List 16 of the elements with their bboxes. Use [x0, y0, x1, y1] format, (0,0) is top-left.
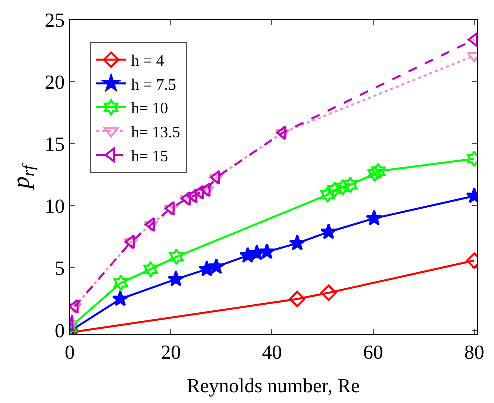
legend-label: h = 4	[131, 53, 164, 70]
y-tick-label: 20	[45, 72, 65, 94]
legend-label: h= 13.5	[131, 124, 180, 142]
x-tick-label: 20	[161, 342, 182, 364]
legend-label: h= 10	[131, 100, 168, 118]
legend-label: h= 15	[131, 148, 168, 166]
y-tick-label: 0	[55, 320, 65, 342]
y-tick-label: 15	[45, 134, 65, 156]
x-tick-label: 80	[464, 342, 484, 364]
x-tick-label: 60	[363, 342, 384, 364]
x-axis-title: Reynolds number, Re	[186, 376, 360, 398]
y-tick-label: 10	[45, 196, 65, 218]
y-tick-label: 5	[55, 258, 65, 280]
x-tick-label: 40	[262, 342, 282, 364]
legend-label: h = 7.5	[131, 76, 176, 94]
y-tick-label: 25	[45, 10, 65, 32]
